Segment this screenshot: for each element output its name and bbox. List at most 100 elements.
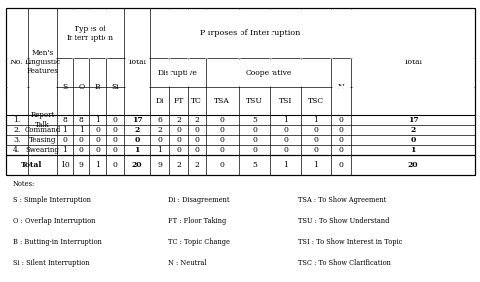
Text: B: B — [95, 83, 100, 91]
Text: S: S — [62, 83, 67, 91]
Text: 0: 0 — [176, 136, 180, 144]
Text: 1: 1 — [409, 146, 415, 154]
Text: 1: 1 — [62, 126, 67, 134]
Text: 5: 5 — [252, 116, 256, 124]
Text: 0: 0 — [95, 136, 100, 144]
Text: 3.: 3. — [13, 136, 21, 144]
Text: 10: 10 — [60, 161, 70, 169]
Text: 0: 0 — [112, 146, 117, 154]
Text: 4.: 4. — [13, 146, 21, 154]
Text: O: O — [78, 83, 84, 91]
Text: Si: Si — [111, 83, 119, 91]
Text: 8: 8 — [79, 116, 84, 124]
Text: 0: 0 — [283, 126, 288, 134]
Text: 2: 2 — [410, 126, 415, 134]
Text: 9: 9 — [79, 161, 84, 169]
Text: 1: 1 — [157, 146, 162, 154]
Text: Purposes of Interruption: Purposes of Interruption — [200, 29, 300, 38]
Text: 1: 1 — [95, 161, 100, 169]
Text: 0: 0 — [112, 161, 117, 169]
Text: 0: 0 — [112, 126, 117, 134]
Text: 0: 0 — [338, 136, 343, 144]
Text: TSC : To Show Clarification: TSC : To Show Clarification — [298, 259, 390, 267]
Text: 2: 2 — [134, 126, 139, 134]
Text: 17: 17 — [132, 116, 142, 124]
Text: 1: 1 — [62, 146, 67, 154]
Text: N: N — [337, 83, 344, 91]
Text: Report
Talk: Report Talk — [30, 111, 54, 129]
Text: TSC: TSC — [307, 97, 324, 105]
Text: Di : Disagreement: Di : Disagreement — [168, 196, 229, 204]
Text: 0: 0 — [338, 126, 343, 134]
Text: S : Simple Interruption: S : Simple Interruption — [13, 196, 91, 204]
Text: 0: 0 — [338, 161, 343, 169]
Text: 0: 0 — [112, 136, 117, 144]
Text: 0: 0 — [112, 116, 117, 124]
Text: 20: 20 — [407, 161, 418, 169]
Text: 0: 0 — [219, 161, 224, 169]
Text: FT: FT — [173, 97, 183, 105]
Text: 2: 2 — [176, 161, 180, 169]
Text: Total: Total — [403, 58, 422, 66]
Text: 2: 2 — [157, 126, 162, 134]
Text: TC : Topic Change: TC : Topic Change — [168, 238, 230, 246]
Text: Total: Total — [21, 161, 42, 169]
Text: No.: No. — [10, 58, 24, 66]
Text: 0: 0 — [176, 126, 180, 134]
Text: Total: Total — [127, 58, 146, 66]
Text: 0: 0 — [313, 146, 318, 154]
Text: 0: 0 — [338, 116, 343, 124]
Text: TSA : To Show Agreement: TSA : To Show Agreement — [298, 196, 386, 204]
Text: 0: 0 — [219, 136, 224, 144]
Text: 2.: 2. — [13, 126, 21, 134]
Text: TC: TC — [191, 97, 202, 105]
Text: TSI: TSI — [278, 97, 292, 105]
Text: 0: 0 — [252, 126, 256, 134]
Text: Notes:: Notes: — [13, 180, 35, 188]
Text: 0: 0 — [252, 136, 256, 144]
Text: 1: 1 — [283, 161, 288, 169]
Text: 0: 0 — [338, 146, 343, 154]
Text: 0: 0 — [194, 126, 199, 134]
Text: 0: 0 — [313, 126, 318, 134]
Text: 8: 8 — [62, 116, 67, 124]
Text: FT : Floor Taking: FT : Floor Taking — [168, 217, 226, 225]
Text: TSU : To Show Understand: TSU : To Show Understand — [298, 217, 389, 225]
Text: TSU: TSU — [245, 97, 263, 105]
Text: B : Butting-in Interruption: B : Butting-in Interruption — [13, 238, 102, 246]
Text: N : Neutral: N : Neutral — [168, 259, 206, 267]
Text: Teasing: Teasing — [29, 136, 56, 144]
Text: 1: 1 — [95, 116, 100, 124]
Text: Cooperative: Cooperative — [245, 69, 291, 76]
Text: 0: 0 — [194, 136, 199, 144]
Text: 2: 2 — [194, 161, 199, 169]
Text: 1: 1 — [313, 161, 318, 169]
Text: 1: 1 — [313, 116, 318, 124]
Text: 0: 0 — [157, 136, 162, 144]
Text: 1: 1 — [283, 116, 288, 124]
Text: 0: 0 — [283, 136, 288, 144]
Text: Swearing: Swearing — [25, 146, 59, 154]
Text: Di: Di — [155, 97, 164, 105]
Text: Disruptive: Disruptive — [158, 69, 197, 76]
Text: 0: 0 — [194, 146, 199, 154]
Text: Men's
Linguistic
Features: Men's Linguistic Features — [24, 49, 60, 75]
Text: 0: 0 — [409, 136, 415, 144]
Text: 0: 0 — [134, 136, 140, 144]
Text: Types of
Interruption: Types of Interruption — [67, 25, 114, 42]
Text: TSA: TSA — [214, 97, 230, 105]
Text: 2: 2 — [194, 116, 199, 124]
Text: 0: 0 — [219, 126, 224, 134]
Text: 1: 1 — [79, 126, 84, 134]
Text: 0: 0 — [219, 116, 224, 124]
Text: 0: 0 — [79, 146, 84, 154]
Text: 0: 0 — [176, 146, 180, 154]
Text: Command: Command — [24, 126, 60, 134]
Text: Si : Silent Interruption: Si : Silent Interruption — [13, 259, 89, 267]
Text: 1.: 1. — [13, 116, 21, 124]
Text: O : Overlap Interruption: O : Overlap Interruption — [13, 217, 95, 225]
Text: 2: 2 — [176, 116, 180, 124]
Text: 5: 5 — [252, 161, 256, 169]
Text: 9: 9 — [157, 161, 162, 169]
Text: 17: 17 — [407, 116, 418, 124]
